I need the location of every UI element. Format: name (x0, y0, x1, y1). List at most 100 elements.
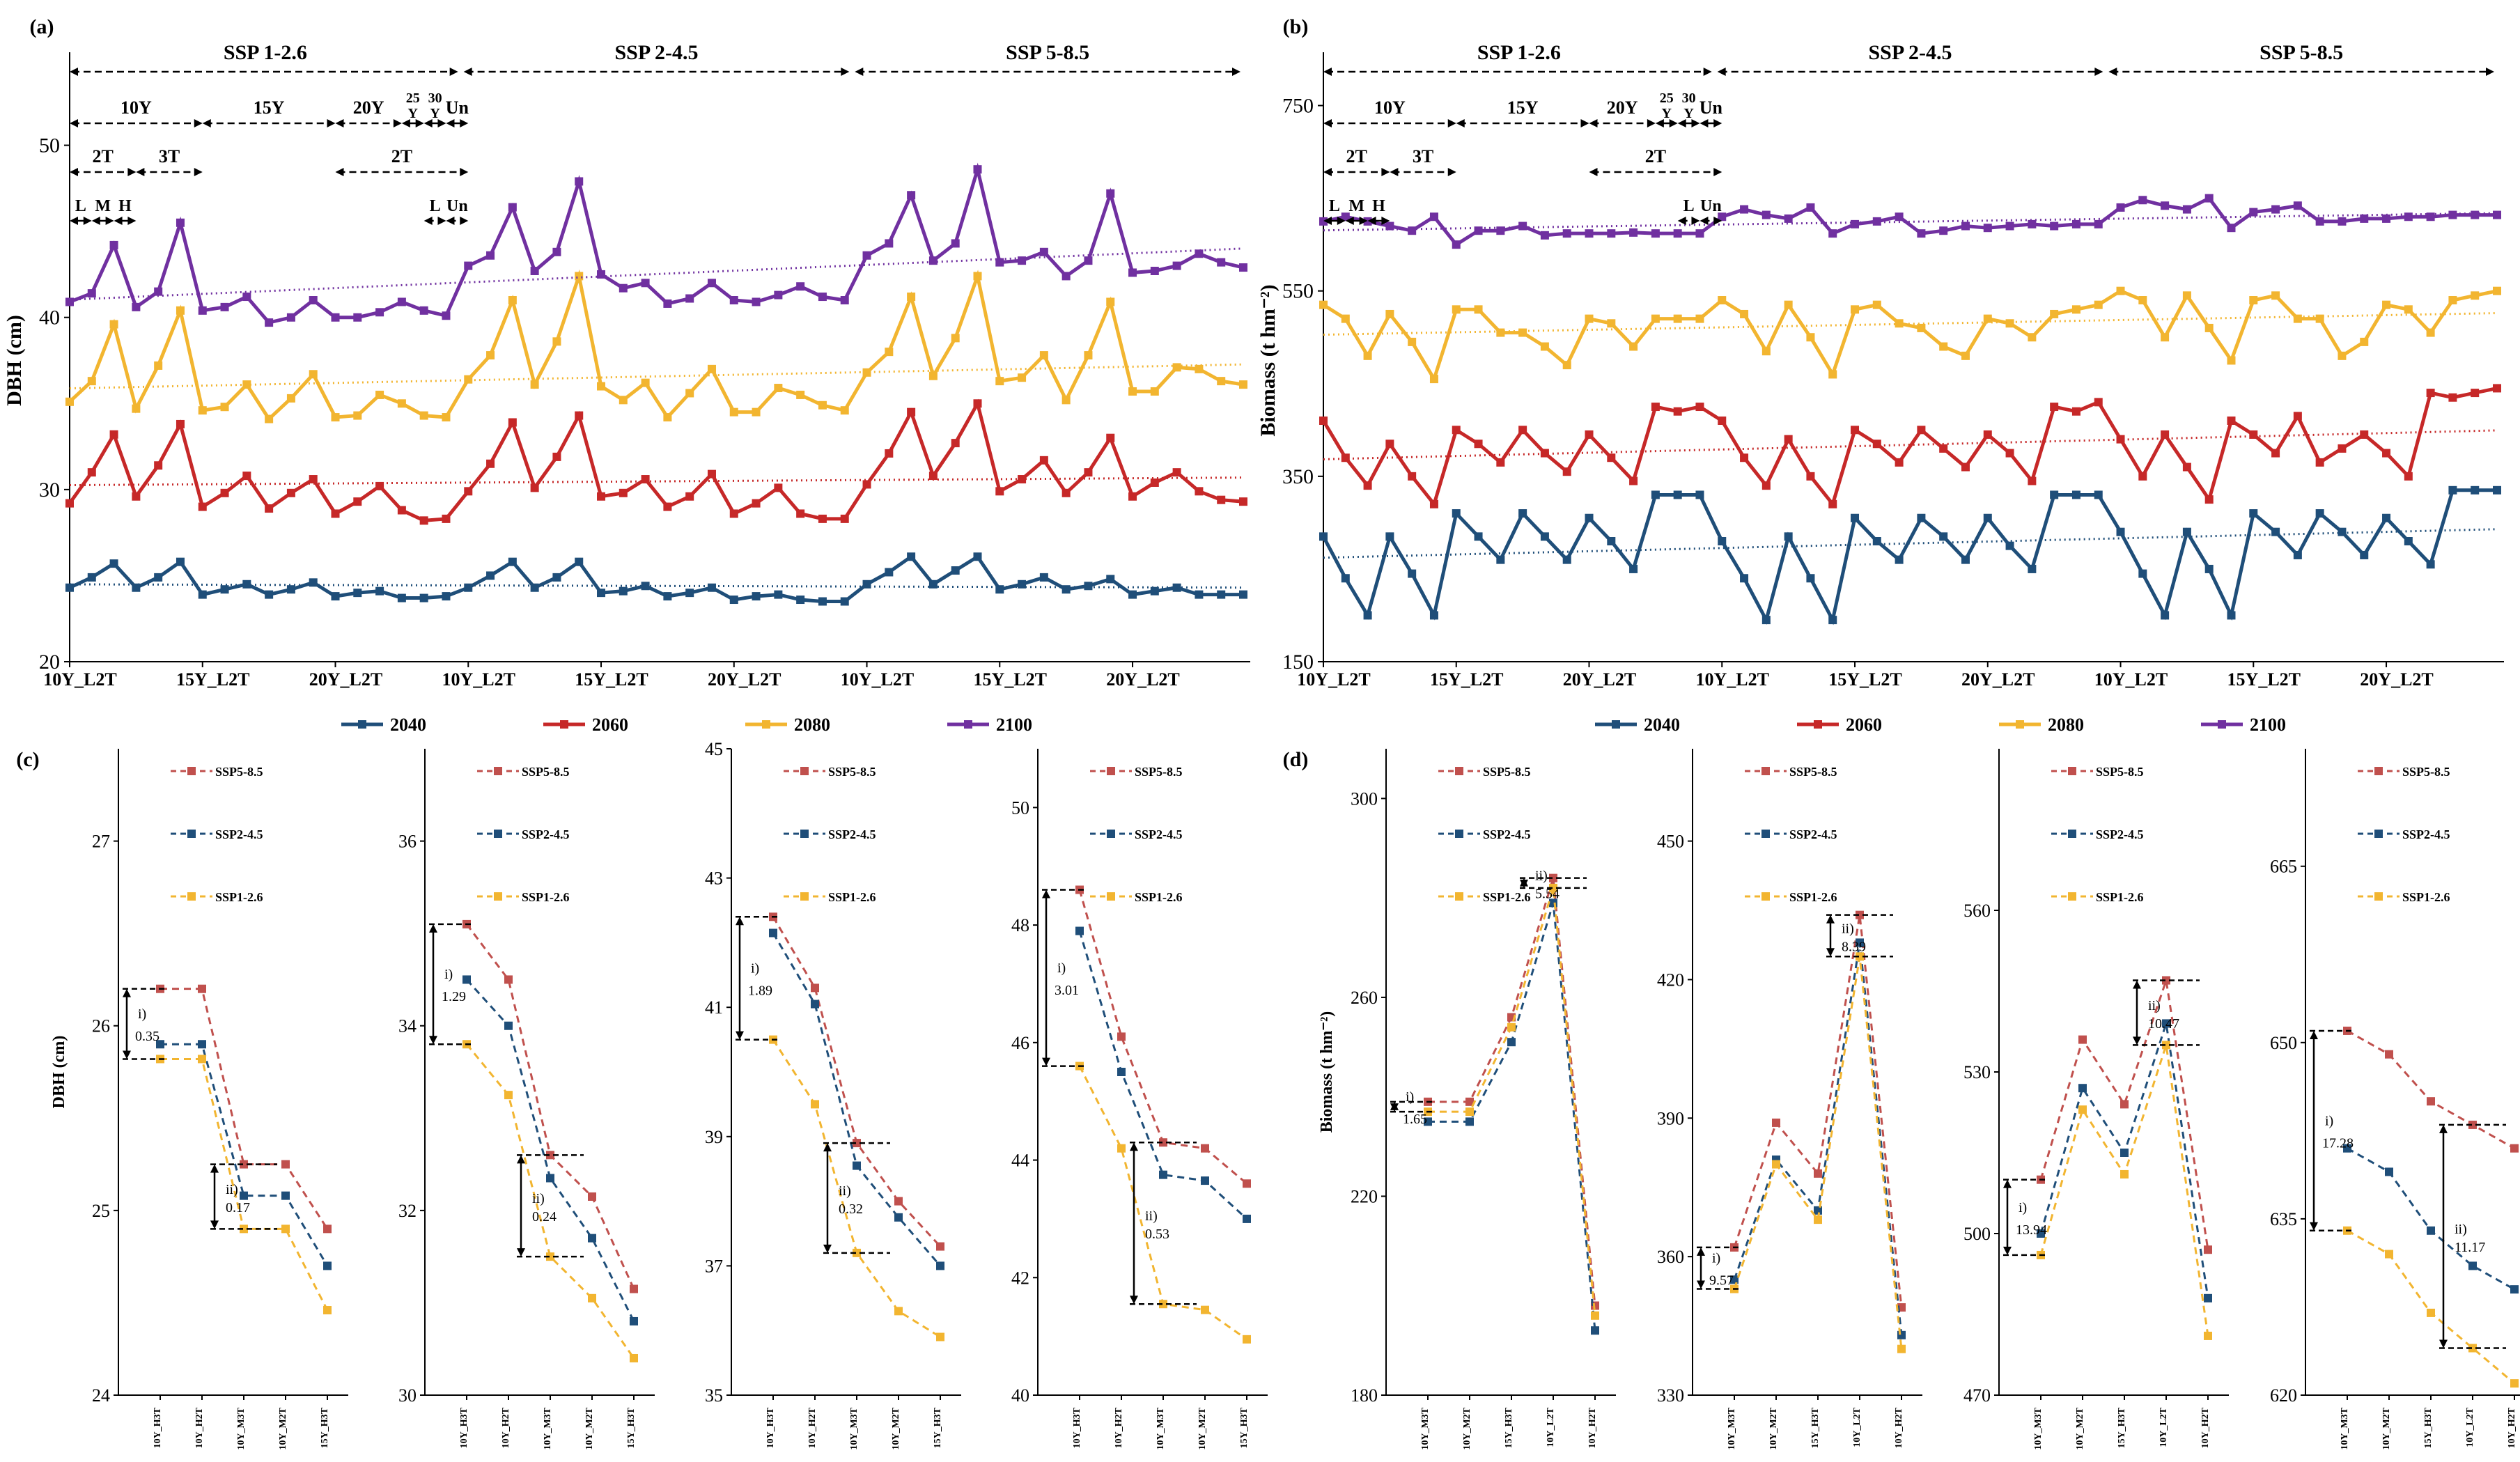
y-tick-label-c2: 45 (705, 739, 723, 759)
data-point-2060 (1039, 456, 1048, 465)
data-point-2100 (752, 297, 761, 306)
x-tick-label-d2: 10Y_M2T (2075, 1407, 2085, 1449)
series-line-c3 (1078, 1065, 1247, 1341)
data-point-2060 (1895, 458, 1904, 467)
scenario-label-a: SSP 2-4.5 (614, 41, 698, 64)
ann-i-arrow-d0-head-bottom (1390, 1103, 1399, 1112)
data-point-2100 (575, 177, 584, 186)
x-tick-label-c1: 10Y_M3T (543, 1407, 553, 1449)
data-point-2100 (309, 296, 318, 304)
data-point-d3 (2510, 1285, 2519, 1294)
data-point-2100 (2094, 219, 2103, 228)
data-point-d1 (1856, 938, 1864, 947)
data-point-2080 (198, 406, 207, 415)
interval-label-b: 10Y (1374, 98, 1406, 118)
x-tick-label-d0: 10Y_M3T (1420, 1407, 1431, 1449)
interval-arrow-a-head-left (446, 119, 455, 127)
data-point-2060 (1385, 440, 1394, 449)
x-tick-label-c0: 10Y_H3T (153, 1407, 163, 1448)
data-point-d2 (2037, 1229, 2045, 1238)
data-point-2100 (951, 239, 960, 248)
data-point-2080 (2094, 300, 2103, 309)
data-point-2040 (286, 585, 295, 594)
legend-label-c0: SSP1-2.6 (215, 890, 263, 904)
ann-i-arrow-c1-head-bottom (429, 1036, 437, 1045)
x-tick-label-d3: 15Y_H3T (2423, 1407, 2434, 1448)
intensity-label-b: Un (1700, 197, 1722, 215)
data-point-2100 (2071, 219, 2080, 228)
data-point-2100 (1562, 229, 1571, 238)
data-point-2100 (2360, 214, 2369, 223)
data-point-2100 (2249, 208, 2258, 217)
data-point-2040 (65, 583, 74, 592)
data-point-2080 (265, 414, 274, 423)
legend-marker-d2 (2068, 830, 2076, 838)
data-point-2100 (1061, 272, 1071, 281)
series-line-c1 (465, 1043, 635, 1359)
data-point-d3 (2427, 1226, 2435, 1235)
scenario-arrow-a-head-right (449, 68, 458, 76)
data-point-d0 (1591, 1311, 1599, 1320)
x-tick-label-c3: 15Y_H3T (1239, 1407, 1250, 1448)
data-point-2100 (1319, 217, 1328, 226)
y-tick-label-d2: 530 (1963, 1062, 1991, 1082)
legend-marker-d0 (1455, 830, 1463, 838)
data-point-2040 (1385, 532, 1394, 541)
y-tick-label-c3: 44 (1011, 1151, 1029, 1171)
series-line-d2 (2039, 1022, 2209, 1299)
thinning-arrow-a-head-right (194, 168, 203, 176)
legend-label-2100: 2100 (996, 715, 1032, 735)
interval-label-a: 20Y (353, 98, 384, 118)
data-point-2080 (1452, 305, 1461, 314)
data-point-2100 (641, 279, 650, 288)
data-point-2080 (1806, 333, 1815, 342)
legend-label-d3: SSP2-4.5 (2402, 827, 2450, 841)
data-point-2100 (1128, 268, 1137, 277)
legend-label-2040: 2040 (390, 715, 426, 735)
x-tick-label-a: 15Y_L2T (974, 669, 1047, 690)
data-point-2040 (2293, 550, 2302, 559)
legend-marker-2040 (1612, 720, 1620, 729)
ann-i-arrow-d3-head-top (2310, 1030, 2318, 1039)
data-point-2100 (2161, 201, 2170, 210)
data-point-2080 (1363, 351, 1372, 360)
data-point-2060 (619, 488, 628, 497)
data-point-2060 (2404, 472, 2413, 481)
thinning-arrow-a-head-left (335, 168, 344, 176)
data-point-c0 (323, 1261, 332, 1270)
interval-arrow-b-head-right (1647, 119, 1656, 127)
data-point-2060 (2138, 472, 2147, 481)
data-point-2100 (1917, 229, 1926, 238)
data-point-2080 (2271, 291, 2280, 300)
thinning-label-a: 3T (159, 146, 180, 166)
data-point-2040 (1562, 555, 1571, 564)
data-point-2080 (1429, 375, 1438, 384)
legend-marker-c2 (800, 892, 809, 901)
data-point-2080 (154, 361, 163, 370)
trendline-2040 (1323, 528, 2498, 559)
data-point-2040 (2448, 485, 2457, 495)
data-point-2100 (1039, 247, 1048, 256)
data-point-2040 (2426, 560, 2435, 569)
thinning-arrow-b-head-left (1390, 168, 1399, 176)
ann-ii-arrow-d1-head-top (1826, 915, 1835, 924)
thinning-arrow-a-head-right (460, 168, 469, 176)
data-point-2080 (2050, 309, 2059, 318)
data-point-2100 (2338, 217, 2347, 226)
data-point-2040 (663, 592, 672, 601)
data-point-2080 (641, 378, 650, 387)
data-point-2100 (685, 294, 694, 303)
interval-label-b: 30 (1682, 91, 1696, 106)
data-point-2100 (1651, 229, 1660, 238)
y-tick-label-b: 750 (1282, 95, 1314, 118)
data-point-2100 (2005, 221, 2014, 231)
interval-arrow-b-head-left (1323, 119, 1332, 127)
y-tick-label-b: 150 (1282, 651, 1314, 674)
data-point-2080 (1585, 314, 1594, 323)
x-tick-label-d0: 10Y_M2T (1462, 1407, 1472, 1449)
data-point-2100 (796, 282, 805, 291)
data-point-2080 (1562, 361, 1571, 370)
interval-label-a: 10Y (120, 98, 152, 118)
data-point-2080 (2249, 296, 2258, 304)
